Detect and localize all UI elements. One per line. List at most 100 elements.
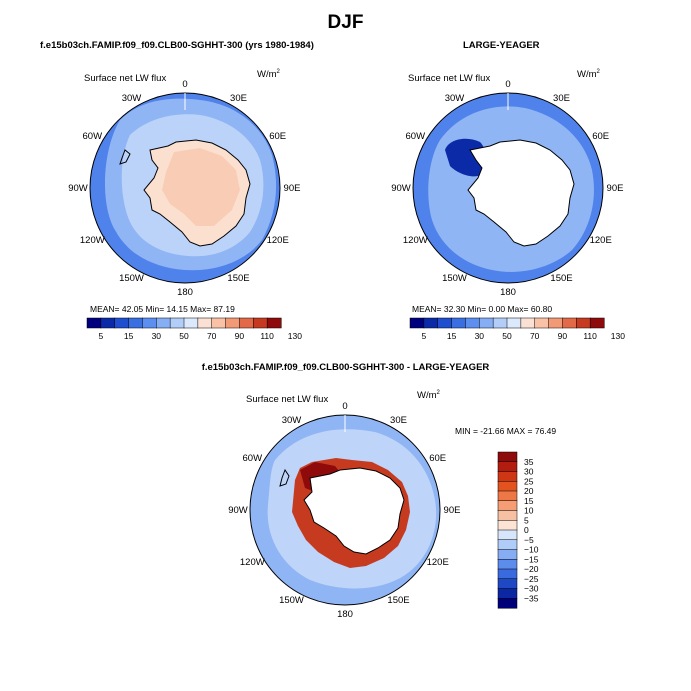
panel-1-colorbar-swatch: [142, 317, 157, 329]
panel-3-colorbar-tick-label: 0: [524, 525, 529, 535]
panel-1-colorbar-swatch: [114, 317, 130, 329]
panel-3-lon-label-120e: 120E: [427, 557, 449, 568]
panel-3-colorbar-tick-label: −25: [524, 574, 539, 584]
panel-1-coastline: [119, 139, 251, 247]
panel-1-colorbar-tick-label: 70: [207, 331, 217, 341]
panel-1-colorbar-tick-label: 110: [260, 331, 274, 341]
panel-3-lon-label-180: 180: [337, 609, 353, 620]
panel-2-continent: [468, 140, 574, 246]
panel-3-colorbar-tick-label: −35: [524, 593, 539, 603]
panel-2-colorbar-swatch: [520, 317, 536, 329]
panel-3-colorbar-swatch: [497, 481, 518, 492]
panel-3-stats: MIN = -21.66 MAX = 76.49: [455, 426, 557, 436]
panel-3-lon-label-60w: 60W: [243, 453, 263, 464]
panel-2-colorbar-swatch: [451, 317, 466, 329]
panel-1-lon-label-0: 0: [182, 79, 187, 90]
panel-3-colorbar-swatch: [497, 510, 518, 521]
panel-2-colorbar-tick-label: 70: [530, 331, 540, 341]
panel-3-colorbar-tick-label: 20: [524, 486, 534, 496]
panel-3-lon-label-30w: 30W: [282, 415, 302, 426]
page-title: DJF: [327, 12, 364, 33]
panel-3-colorbar-tick-label: 15: [524, 496, 534, 506]
panel-2-colorbar-tick-label: 90: [558, 331, 568, 341]
panel-2-dark-patch: [445, 138, 487, 177]
panel-1-map: [90, 93, 280, 283]
panel-2-colorbar-swatch: [479, 317, 494, 329]
panel-2-lon-label-150w: 150W: [442, 273, 467, 284]
panel-2-lon-label-0: 0: [505, 79, 510, 90]
panel-2-colorbar-tick-label: 50: [502, 331, 512, 341]
panel-3-map: [250, 415, 440, 605]
panel-2-colorbar-swatch: [437, 317, 453, 329]
panel-2-colorbar-swatch: [576, 317, 591, 329]
panel-2-units: W/m2: [577, 69, 600, 81]
panel-3-units: W/m2: [417, 390, 440, 402]
panel-3-lon-label-60e: 60E: [429, 453, 446, 464]
panel-2-colorbar-swatch: [548, 317, 563, 329]
panel-1-stats: MEAN= 42.05 Min= 14.15 Max= 87.19: [90, 304, 235, 314]
panel-1-ice-interior: [162, 148, 240, 226]
panel-2-colorbar-tick-label: 5: [422, 331, 427, 341]
panel-1-colorbar-tick-label: 30: [152, 331, 162, 341]
panel-3-longitude-labels: 0 30E 60E 90E 120E 150E 180 150W 120W 90W 60W 30W: [228, 401, 460, 620]
panel-1-lon-label-90e: 90E: [284, 183, 301, 194]
panel-3-colorbar-swatch: [497, 568, 518, 580]
panel-2-colorbar-swatch: [562, 317, 577, 329]
panel-3-variable-label: Surface net LW flux: [246, 394, 329, 405]
panel-1-colorbar-tick-label: 90: [235, 331, 245, 341]
panel-3-colorbar-tick-label: −20: [524, 564, 539, 574]
panel-3-colorbar-tick-label: 30: [524, 467, 534, 477]
panel-3-colorbar-tick-label: 35: [524, 457, 534, 467]
panel-1-colorbar-swatch: [225, 317, 240, 329]
panel-1-lon-label-150e: 150E: [227, 273, 249, 284]
panel-1-colorbar-swatch: [197, 317, 213, 329]
panel-2-lon-label-120w: 120W: [403, 235, 428, 246]
panel-1-colorbar-swatch: [253, 317, 268, 329]
panel-3-colorbar-tick-label: 5: [524, 515, 529, 525]
panel-1-colorbar-swatch: [128, 317, 143, 329]
panel-3-lon-label-90e: 90E: [444, 505, 461, 516]
panel-3-colorbar-swatch: [497, 598, 518, 609]
panel-1-lon-label-150w: 150W: [119, 273, 144, 284]
panel-3-colorbar-swatch: [497, 539, 518, 551]
panel-3-colorbar-tick-label: −10: [524, 545, 539, 555]
panel-2-lon-label-90w: 90W: [391, 183, 411, 194]
panel-2-colorbar-tick-label: 110: [583, 331, 597, 341]
panel-1-lon-label-180: 180: [177, 287, 193, 298]
panel-1-colorbar-swatch: [156, 317, 171, 329]
panel-1-colorbar-tick-label: 130: [288, 331, 302, 341]
panel-2-colorbar-swatch: [423, 317, 439, 329]
panel-2-lon-label-30w: 30W: [445, 93, 465, 104]
panel-3-lon-label-90w: 90W: [228, 505, 248, 516]
panel-2-lon-label-60w: 60W: [406, 131, 426, 142]
panel-1-colorbar-swatch: [239, 317, 254, 329]
panel-3-colorbar-swatch: [497, 471, 518, 482]
panel-3-colorbar-swatch: [497, 559, 518, 570]
panel-2-lon-label-90e: 90E: [607, 183, 624, 194]
panel-2-colorbar: 5 15 30 50 70 90 110 130: [409, 317, 625, 341]
panel-1-lon-label-120e: 120E: [267, 235, 289, 246]
panel-3-lon-label-0: 0: [342, 401, 347, 412]
panel-2-coastline: [467, 139, 575, 247]
panel-3-colorbar-tick-label: −30: [524, 584, 539, 594]
panel-3-lon-label-30e: 30E: [390, 415, 407, 426]
panel-1-lon-label-60w: 60W: [83, 131, 103, 142]
panel-2-colorbar-swatch: [465, 317, 480, 329]
panel-2-colorbar-swatch: [409, 317, 425, 329]
panel-2-colorbar-swatch: [506, 317, 522, 329]
panel-1-lon-label-120w: 120W: [80, 235, 105, 246]
panel-1-title: f.e15b03ch.FAMIP.f09_f09.CLB00-SGHHT-300…: [40, 40, 314, 51]
panel-2-colorbar-swatch: [534, 317, 550, 329]
panel-1-lon-label-30e: 30E: [230, 93, 247, 104]
panel-3-lon-label-120w: 120W: [240, 557, 265, 568]
panel-3-title: f.e15b03ch.FAMIP.f09_f09.CLB00-SGHHT-300…: [201, 362, 490, 373]
panel-3-colorbar-swatch: [497, 461, 518, 473]
panel-3-continent: [304, 468, 404, 554]
panel-1-colorbar-swatch: [169, 317, 185, 329]
panel-2-lon-label-120e: 120E: [590, 235, 612, 246]
panel-3-colorbar-swatch: [497, 588, 518, 599]
panel-3-colorbar-swatch: [497, 529, 518, 541]
panel-1-lon-label-60e: 60E: [269, 131, 286, 142]
